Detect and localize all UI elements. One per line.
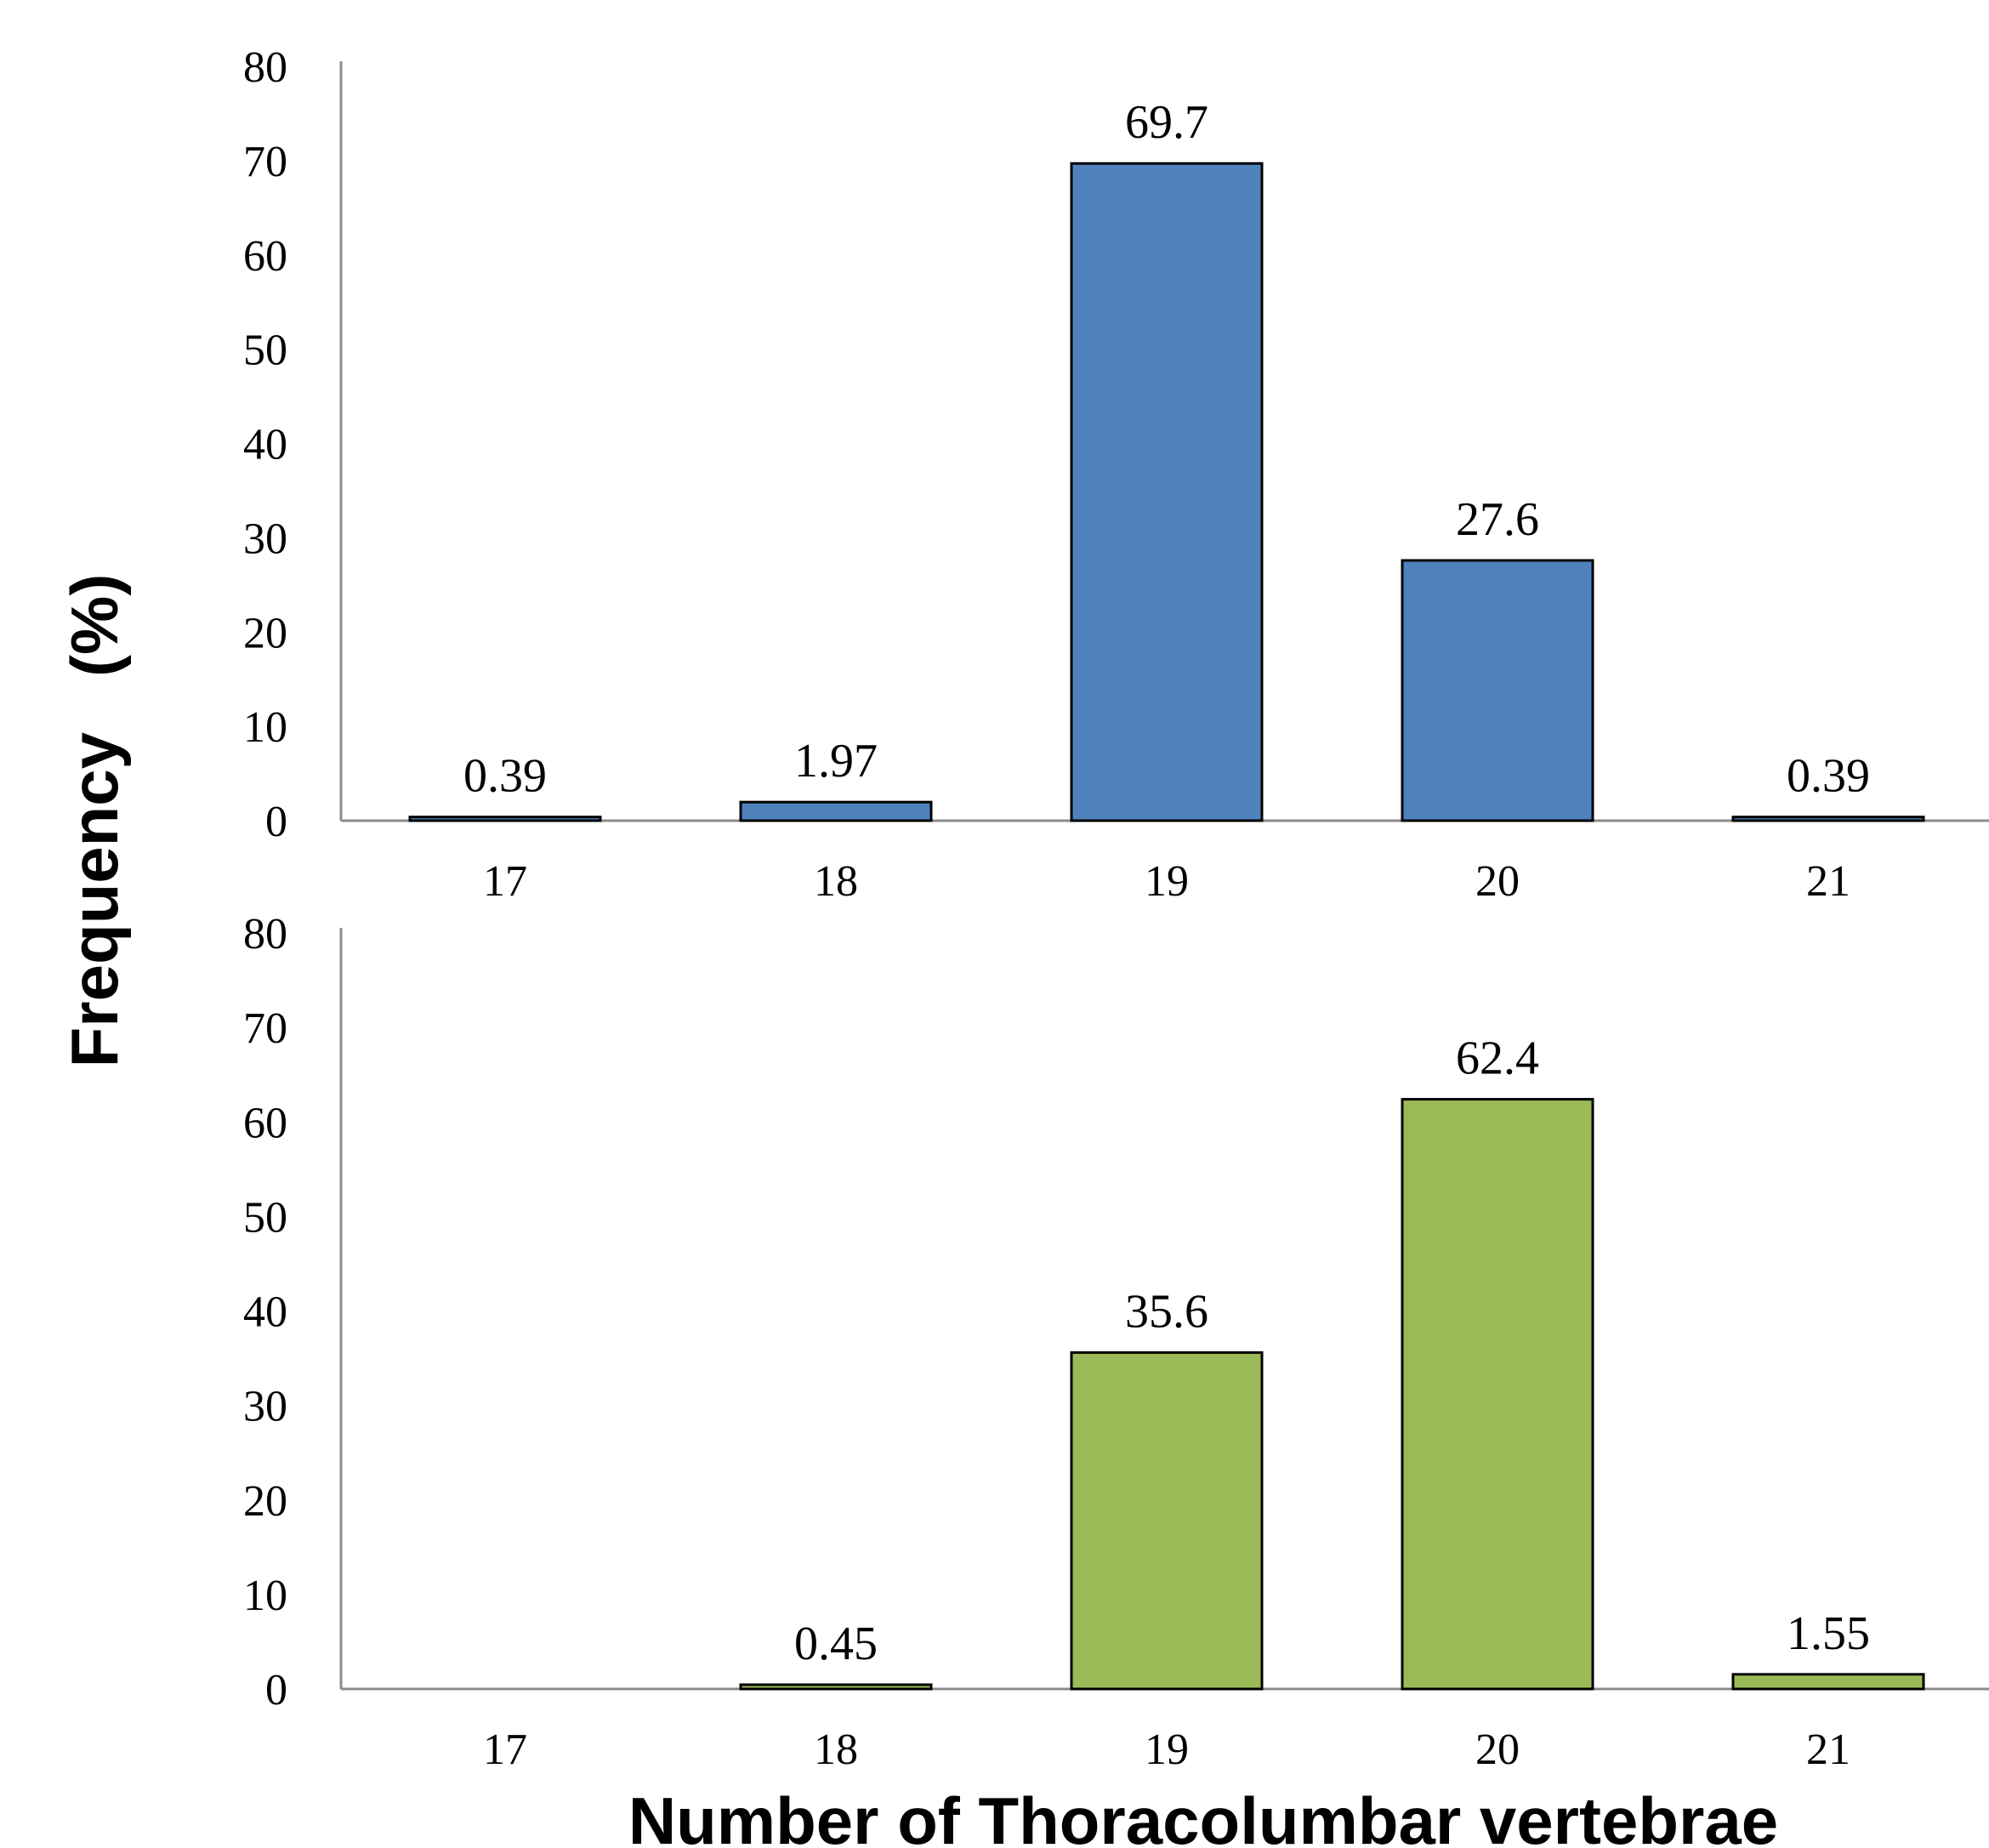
top-y-tick-label: 10	[243, 703, 287, 752]
top-y-tick-label: 50	[243, 327, 287, 375]
bottom-bar-19	[1070, 1350, 1264, 1691]
top-bar-19	[1070, 162, 1264, 822]
top-x-tick-label-19: 19	[1145, 857, 1189, 906]
bottom-y-tick-label: 50	[243, 1193, 287, 1242]
top-y-tick-label: 80	[243, 43, 287, 92]
top-data-label-21: 0.39	[1787, 750, 1870, 803]
bottom-x-tick-label-17: 17	[483, 1726, 527, 1774]
bottom-x-tick-label-18: 18	[814, 1726, 858, 1774]
bottom-x-tick-label-19: 19	[1145, 1726, 1189, 1774]
bottom-data-label-21: 1.55	[1787, 1607, 1870, 1660]
top-x-tick-label-21: 21	[1806, 857, 1850, 906]
top-x-tick-label-18: 18	[814, 857, 858, 906]
bottom-y-tick-label: 70	[243, 1004, 287, 1053]
top-y-tick-label: 30	[243, 515, 287, 563]
bottom-panel: 0 10 20 30 40 50 60 70 80 17 0.45 18 35.6 19 62.4 20 1.5…	[243, 910, 1989, 1774]
bottom-data-label-20: 62.4	[1456, 1032, 1539, 1085]
top-data-label-19: 69.7	[1125, 96, 1208, 149]
top-x-tick-label-17: 17	[483, 857, 527, 906]
y-axis-title: Frequency (%)	[57, 574, 132, 1068]
top-y-tick-label: 60	[243, 232, 287, 281]
bottom-bar-21	[1731, 1673, 1925, 1691]
bottom-data-label-19: 35.6	[1125, 1285, 1208, 1338]
x-axis-title: Number of Thoracolumbar vertebrae	[628, 1783, 1778, 1848]
top-x-tick-label-20: 20	[1475, 857, 1520, 906]
top-data-label-17: 0.39	[463, 750, 547, 803]
bottom-y-tick-label: 20	[243, 1477, 287, 1526]
top-data-label-18: 1.97	[794, 735, 878, 788]
top-y-tick-label: 40	[243, 421, 287, 469]
top-data-label-20: 27.6	[1456, 493, 1539, 546]
bottom-y-tick-label: 60	[243, 1099, 287, 1147]
top-y-tick-label: 70	[243, 138, 287, 186]
top-bar-20	[1401, 559, 1594, 822]
bottom-bar-18	[739, 1683, 933, 1691]
bottom-x-tick-label-20: 20	[1475, 1726, 1520, 1774]
bottom-bar-20	[1401, 1098, 1594, 1691]
bottom-data-label-18: 0.45	[794, 1618, 878, 1670]
top-y-tick-label: 0	[265, 798, 287, 846]
top-bar-17	[408, 816, 602, 822]
bottom-y-tick-label: 10	[243, 1572, 287, 1620]
top-bar-18	[739, 800, 933, 822]
bottom-y-tick-label: 80	[243, 910, 287, 958]
top-y-tick-label: 20	[243, 609, 287, 657]
top-bar-21	[1731, 816, 1925, 822]
top-panel: 0 10 20 30 40 50 60 70 80 0.39 17 1.97 18 69.7 19 27.6 2…	[243, 43, 1989, 906]
bottom-y-tick-label: 40	[243, 1288, 287, 1337]
bottom-x-tick-label-21: 21	[1806, 1726, 1850, 1774]
bottom-y-tick-label: 30	[243, 1383, 287, 1431]
bottom-y-tick-label: 0	[265, 1666, 287, 1714]
